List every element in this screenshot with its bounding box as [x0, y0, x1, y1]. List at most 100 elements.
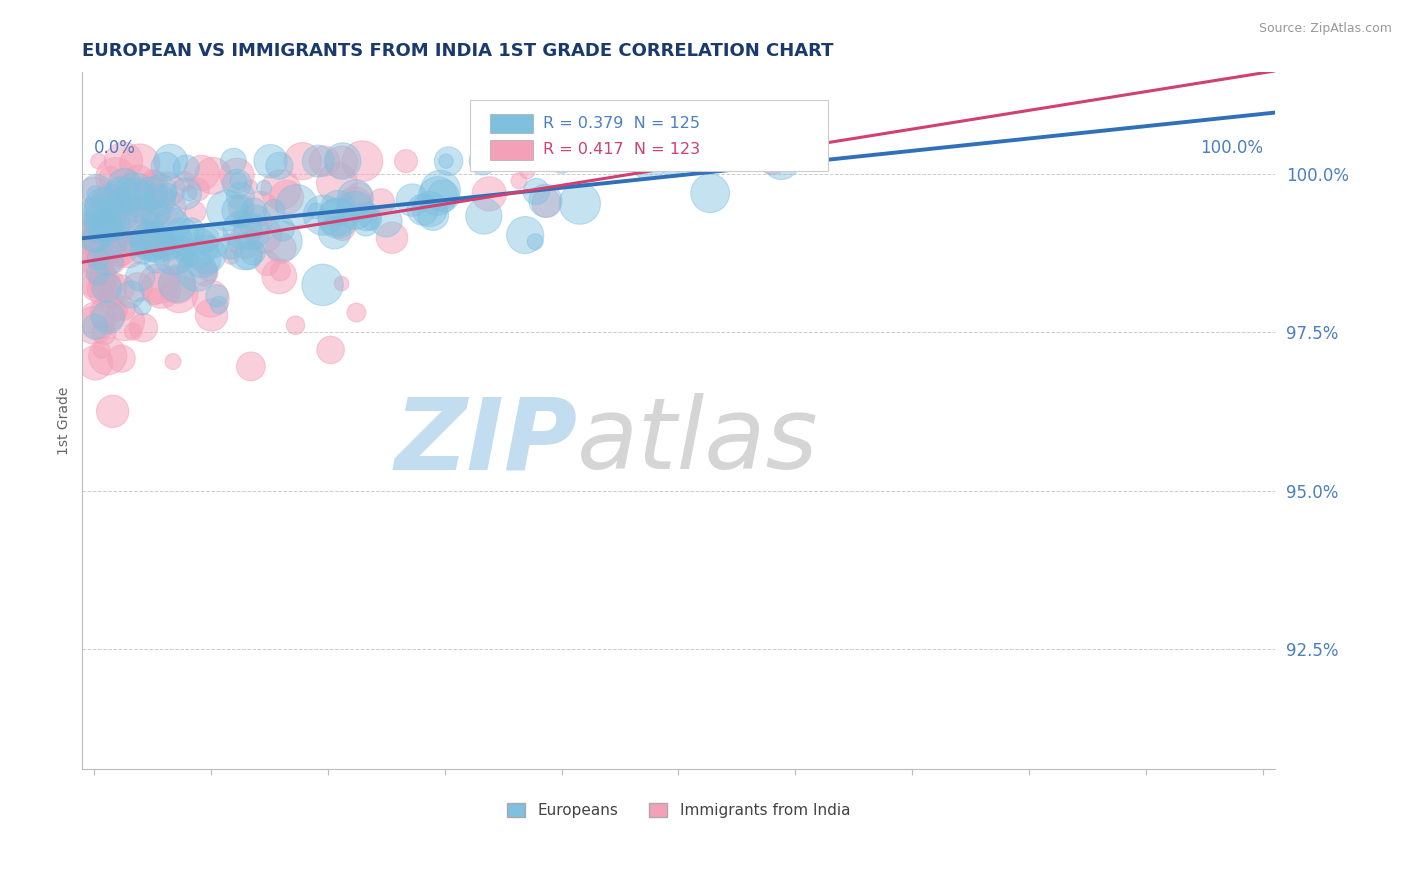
- Point: [375, 214, 398, 228]
- Point: [291, 154, 314, 169]
- Point: [87, 154, 110, 169]
- Point: [111, 189, 134, 203]
- Point: [174, 161, 197, 175]
- Point: [305, 203, 328, 218]
- Point: [112, 154, 135, 169]
- Point: [87, 259, 110, 273]
- Point: [229, 189, 252, 203]
- Point: [233, 235, 256, 249]
- Point: [184, 205, 207, 219]
- Point: [524, 235, 547, 249]
- Text: ZIP: ZIP: [394, 393, 576, 491]
- Point: [93, 226, 115, 240]
- Point: [270, 241, 292, 255]
- Point: [326, 176, 349, 190]
- Point: [637, 154, 659, 169]
- Point: [153, 232, 176, 246]
- Point: [284, 318, 307, 333]
- Point: [524, 154, 547, 169]
- Point: [90, 269, 112, 284]
- Point: [761, 154, 783, 169]
- Point: [239, 359, 262, 374]
- Point: [412, 202, 434, 217]
- Point: [139, 234, 162, 248]
- Point: [550, 154, 572, 169]
- Point: [253, 227, 276, 242]
- Point: [91, 193, 114, 207]
- Text: 100.0%: 100.0%: [1199, 139, 1263, 157]
- Point: [83, 229, 105, 244]
- Point: [233, 244, 256, 259]
- Point: [83, 241, 105, 255]
- Point: [143, 290, 166, 304]
- Point: [515, 228, 537, 243]
- Point: [97, 310, 120, 325]
- Point: [349, 188, 371, 202]
- Point: [84, 227, 107, 242]
- Point: [84, 202, 107, 216]
- Bar: [491, 140, 533, 160]
- Point: [360, 212, 382, 227]
- Point: [155, 216, 177, 230]
- Point: [240, 225, 263, 239]
- Point: [105, 241, 128, 255]
- Point: [225, 169, 247, 183]
- Point: [162, 248, 184, 262]
- Point: [699, 186, 721, 201]
- Point: [127, 280, 149, 294]
- Point: [307, 154, 329, 169]
- Point: [202, 169, 225, 183]
- Point: [91, 269, 114, 284]
- Point: [186, 241, 208, 255]
- Point: [86, 183, 108, 197]
- Point: [346, 305, 368, 319]
- Point: [319, 343, 342, 357]
- Point: [127, 192, 149, 206]
- Point: [314, 154, 336, 169]
- Point: [271, 234, 294, 248]
- Point: [270, 183, 292, 197]
- Point: [437, 154, 460, 169]
- Point: [516, 164, 538, 178]
- Point: [132, 320, 155, 334]
- Text: R = 0.379  N = 125: R = 0.379 N = 125: [543, 116, 700, 131]
- Point: [84, 356, 107, 370]
- Point: [434, 154, 457, 169]
- Point: [148, 239, 170, 253]
- Point: [370, 194, 392, 209]
- Point: [135, 223, 157, 237]
- Point: [311, 277, 333, 292]
- Point: [155, 160, 177, 174]
- Point: [426, 189, 449, 203]
- Point: [231, 212, 253, 227]
- Point: [471, 154, 494, 169]
- Point: [162, 239, 184, 253]
- Point: [83, 205, 105, 219]
- Point: [124, 232, 146, 246]
- Point: [536, 196, 558, 211]
- Point: [84, 227, 107, 242]
- Point: [124, 185, 146, 199]
- Point: [201, 234, 224, 248]
- Point: [104, 170, 127, 185]
- Point: [231, 223, 253, 237]
- Point: [146, 237, 169, 252]
- Point: [534, 194, 557, 208]
- Text: atlas: atlas: [576, 393, 818, 491]
- Point: [524, 185, 547, 199]
- Point: [100, 239, 122, 253]
- Point: [269, 159, 291, 173]
- Point: [219, 250, 242, 264]
- Point: [343, 197, 366, 211]
- Point: [195, 247, 218, 261]
- Point: [93, 227, 115, 241]
- Point: [83, 221, 105, 235]
- Y-axis label: 1st Grade: 1st Grade: [58, 386, 72, 455]
- Text: 0.0%: 0.0%: [94, 139, 136, 157]
- Point: [94, 277, 117, 292]
- Point: [145, 176, 167, 190]
- Point: [108, 207, 131, 221]
- Point: [205, 289, 228, 303]
- Point: [96, 241, 118, 255]
- Point: [190, 166, 212, 180]
